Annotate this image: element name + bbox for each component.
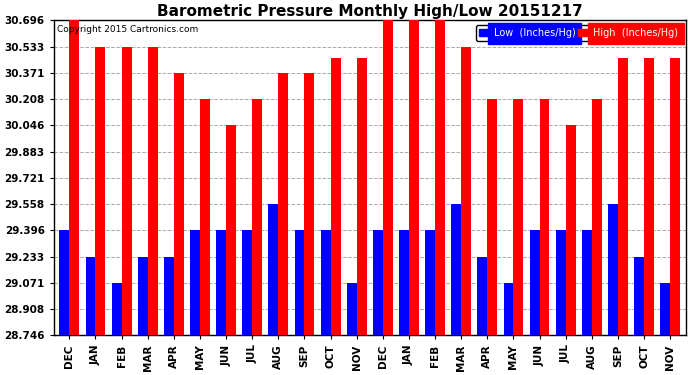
- Bar: [200, 99, 210, 335]
- Bar: [618, 58, 628, 335]
- Bar: [555, 230, 566, 335]
- Bar: [451, 204, 461, 335]
- Bar: [242, 230, 253, 335]
- Bar: [373, 230, 383, 335]
- Bar: [216, 230, 226, 335]
- Bar: [347, 283, 357, 335]
- Bar: [399, 230, 409, 335]
- Bar: [513, 99, 523, 335]
- Text: Copyright 2015 Cartronics.com: Copyright 2015 Cartronics.com: [57, 25, 198, 34]
- Bar: [226, 125, 236, 335]
- Bar: [112, 283, 121, 335]
- Bar: [268, 204, 278, 335]
- Bar: [425, 230, 435, 335]
- Bar: [70, 20, 79, 335]
- Bar: [634, 257, 644, 335]
- Bar: [409, 20, 419, 335]
- Bar: [461, 46, 471, 335]
- Legend: Low  (Inches/Hg), High  (Inches/Hg): Low (Inches/Hg), High (Inches/Hg): [476, 25, 681, 41]
- Bar: [295, 230, 304, 335]
- Bar: [435, 20, 445, 335]
- Bar: [383, 20, 393, 335]
- Bar: [148, 46, 157, 335]
- Bar: [357, 58, 366, 335]
- Bar: [540, 99, 549, 335]
- Bar: [174, 73, 184, 335]
- Bar: [278, 73, 288, 335]
- Title: Barometric Pressure Monthly High/Low 20151217: Barometric Pressure Monthly High/Low 201…: [157, 4, 582, 19]
- Bar: [331, 58, 340, 335]
- Bar: [566, 125, 575, 335]
- Bar: [321, 230, 331, 335]
- Bar: [253, 99, 262, 335]
- Bar: [95, 46, 106, 335]
- Bar: [190, 230, 200, 335]
- Bar: [644, 58, 654, 335]
- Bar: [304, 73, 315, 335]
- Bar: [530, 230, 540, 335]
- Bar: [59, 230, 70, 335]
- Bar: [164, 257, 174, 335]
- Bar: [121, 46, 132, 335]
- Bar: [138, 257, 148, 335]
- Bar: [86, 257, 95, 335]
- Bar: [477, 257, 487, 335]
- Bar: [592, 99, 602, 335]
- Bar: [608, 204, 618, 335]
- Bar: [670, 58, 680, 335]
- Bar: [504, 283, 513, 335]
- Bar: [582, 230, 592, 335]
- Bar: [660, 283, 670, 335]
- Bar: [487, 99, 497, 335]
